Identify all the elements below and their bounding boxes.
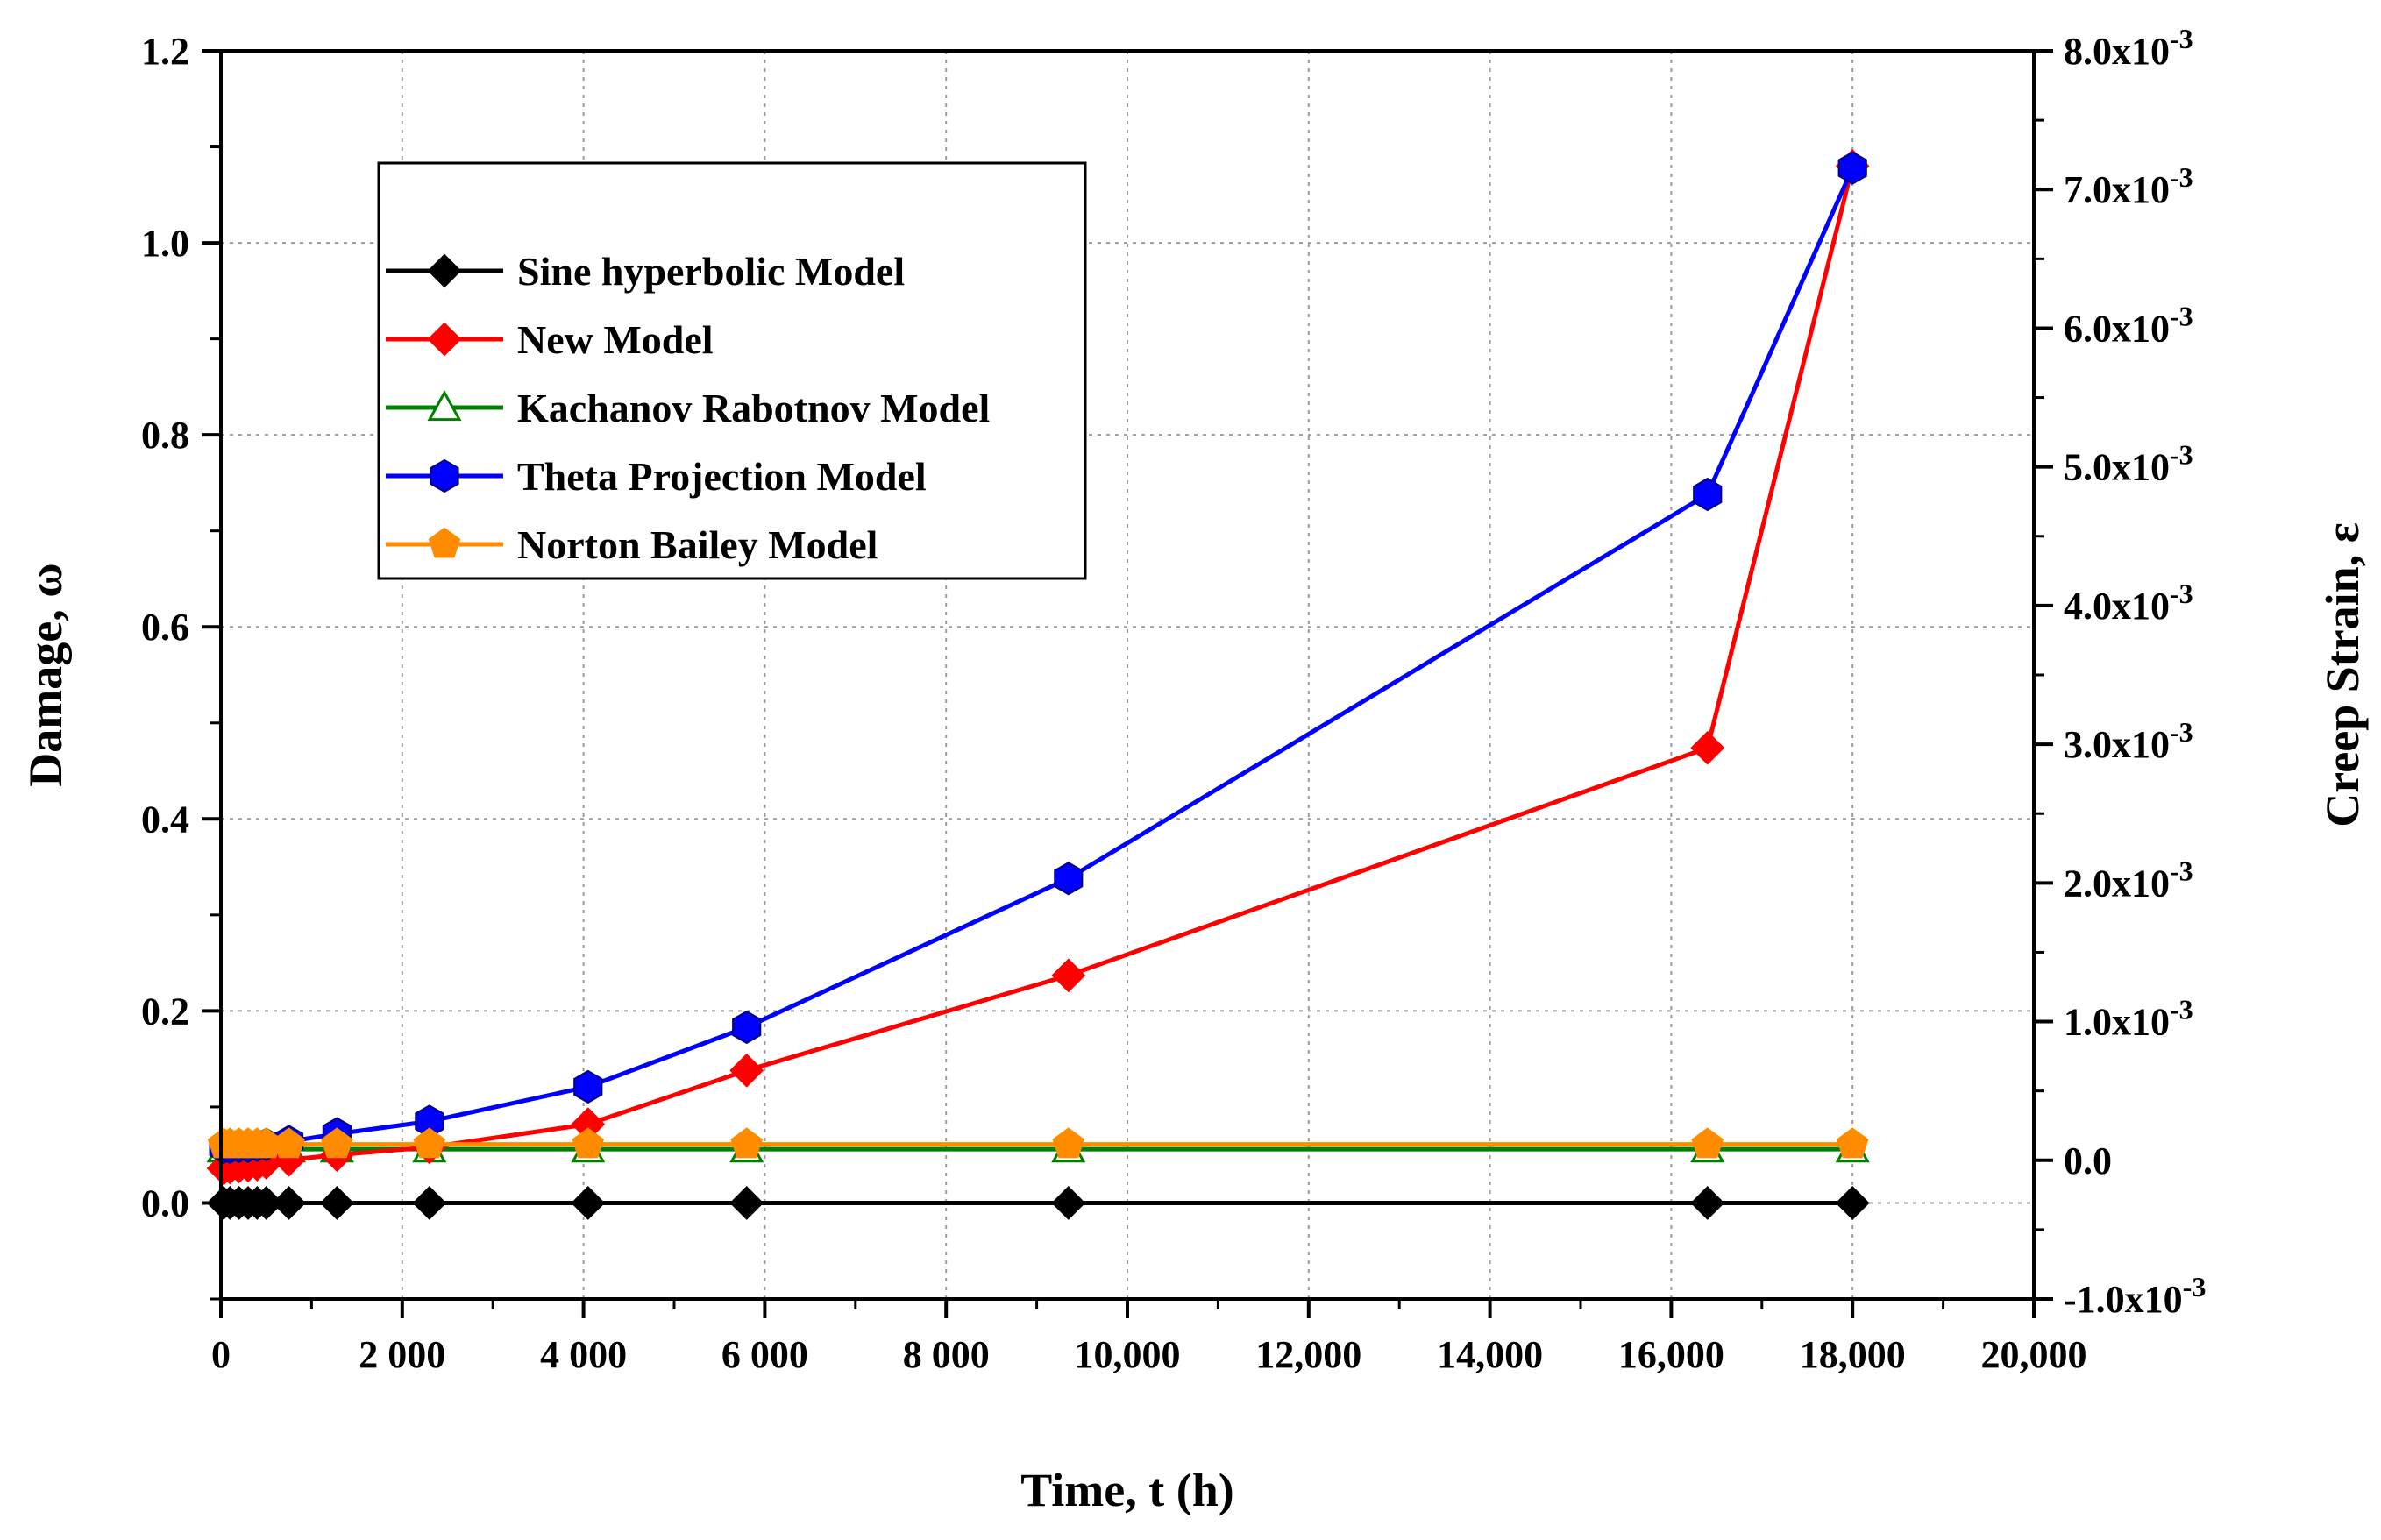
x-tick-label: 20,000 xyxy=(1981,1333,2087,1376)
y-right-tick-label: 0.0 xyxy=(2064,1139,2112,1182)
x-tick-label: 14,000 xyxy=(1437,1333,1543,1376)
x-tick-label: 16,000 xyxy=(1618,1333,1724,1376)
y-right-tick-label: 8.0x10-3 xyxy=(2064,23,2193,73)
data-point xyxy=(730,1127,764,1159)
data-point xyxy=(319,1186,354,1220)
y-axis-right-title: Creep Strain, ε xyxy=(2316,522,2369,827)
series-norton-bailey-model xyxy=(207,1127,1869,1159)
y-left-tick-label: 1.2 xyxy=(141,30,189,73)
legend-label: New Model xyxy=(517,317,714,362)
x-tick-label: 18,000 xyxy=(1800,1333,1906,1376)
x-tick-label: 12,000 xyxy=(1255,1333,1361,1376)
y-right-tick-exponent: -3 xyxy=(2170,994,2193,1025)
x-tick-label: 6 000 xyxy=(721,1333,808,1376)
y-axis-left-title: Damage, ω xyxy=(19,563,72,786)
data-point xyxy=(572,1127,605,1159)
legend-marker xyxy=(430,458,459,493)
y-left-tick-label: 0.2 xyxy=(141,990,189,1033)
y-right-tick-exponent: -3 xyxy=(2170,855,2193,886)
y-right-tick-exponent: -3 xyxy=(2170,300,2193,331)
data-point xyxy=(1690,730,1725,765)
data-point xyxy=(321,1127,353,1159)
data-point xyxy=(249,1186,284,1220)
x-tick-label: 2 000 xyxy=(359,1333,445,1376)
data-point xyxy=(573,1069,603,1104)
legend: Sine hyperbolic Model New Model Kachanov R… xyxy=(377,161,1087,580)
y-left-tick-label: 0.6 xyxy=(141,606,189,649)
data-point xyxy=(571,1186,606,1220)
y-right-tick-label: 2.0x10-3 xyxy=(2064,855,2193,905)
legend-marker xyxy=(427,389,462,422)
axes: 0 2 000 4 000 6 000 8 000 10,000 12,000 14,000 1… xyxy=(141,23,2206,1376)
x-tick-label: 4 000 xyxy=(540,1333,627,1376)
data-point xyxy=(412,1186,447,1220)
data-point xyxy=(1052,1127,1085,1159)
y-left-tick-label: 1.0 xyxy=(141,222,189,265)
legend-item: Sine hyperbolic Model xyxy=(386,249,905,294)
legend-label: Sine hyperbolic Model xyxy=(517,249,905,294)
y-right-tick-exponent: -3 xyxy=(2183,1271,2207,1302)
series-layer xyxy=(206,149,1870,1220)
y-right-tick-label: 7.0x10-3 xyxy=(2064,161,2193,211)
y-right-tick-label: 1.0x10-3 xyxy=(2064,994,2193,1044)
y-right-tick-label: -1.0x10-3 xyxy=(2064,1271,2206,1321)
y-right-tick-label: 4.0x10-3 xyxy=(2064,578,2193,628)
data-point xyxy=(1836,1127,1869,1159)
data-point xyxy=(729,1053,764,1088)
x-tick-label: 0 xyxy=(211,1333,231,1376)
x-axis-title: Time, t (h) xyxy=(1020,1464,1233,1516)
legend-label: Kachanov Rabotnov Model xyxy=(517,386,990,430)
data-point xyxy=(1051,1186,1086,1220)
data-point xyxy=(273,1127,305,1159)
y-right-tick-label: 5.0x10-3 xyxy=(2064,439,2193,489)
data-point xyxy=(1835,1186,1870,1220)
data-point xyxy=(413,1127,446,1159)
series-kachanov-rabotnov-model xyxy=(206,1132,1870,1163)
data-point xyxy=(1690,1186,1725,1220)
legend-item: Norton Bailey Model xyxy=(386,522,878,567)
legend-marker xyxy=(427,253,462,288)
legend-box xyxy=(377,161,1087,580)
legend-label: Theta Projection Model xyxy=(517,454,927,499)
y-right-tick-exponent: -3 xyxy=(2170,716,2193,748)
y-right-tick-exponent: -3 xyxy=(2170,439,2193,471)
legend-item: New Model xyxy=(386,317,714,362)
series-sine-hyperbolic-model xyxy=(206,1186,1870,1220)
data-point xyxy=(1051,958,1086,993)
y-left-tick-label: 0.8 xyxy=(141,414,189,457)
data-point xyxy=(1054,862,1084,896)
y-right-tick-exponent: -3 xyxy=(2170,578,2193,609)
data-point xyxy=(1691,1127,1724,1159)
data-point xyxy=(272,1186,306,1220)
y-right-tick-exponent: -3 xyxy=(2170,161,2193,193)
legend-marker xyxy=(427,322,462,357)
data-point xyxy=(732,1010,762,1045)
data-point xyxy=(729,1186,764,1220)
y-left-tick-label: 0.4 xyxy=(141,798,189,841)
y-right-tick-label: 6.0x10-3 xyxy=(2064,300,2193,350)
x-tick-label: 10,000 xyxy=(1075,1333,1181,1376)
x-tick-label: 8 000 xyxy=(903,1333,990,1376)
y-left-tick-label: 0.0 xyxy=(141,1182,189,1224)
legend-item: Theta Projection Model xyxy=(386,454,927,499)
data-point xyxy=(1837,151,1867,185)
y-right-tick-exponent: -3 xyxy=(2170,23,2193,54)
legend-marker xyxy=(428,527,461,558)
data-point xyxy=(1693,477,1723,512)
legend-label: Norton Bailey Model xyxy=(517,522,878,567)
y-right-tick-label: 3.0x10-3 xyxy=(2064,716,2193,766)
legend-item: Kachanov Rabotnov Model xyxy=(386,386,990,430)
